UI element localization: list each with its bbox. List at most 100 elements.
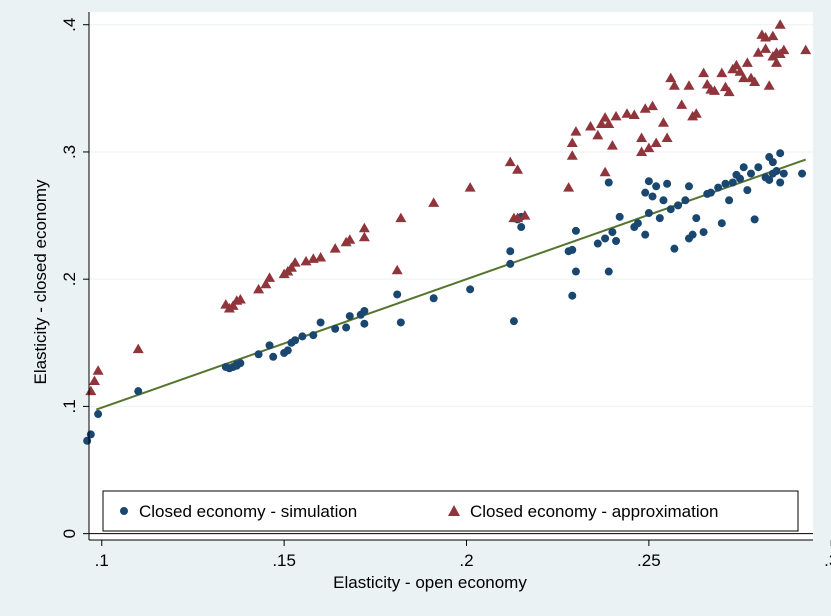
x-axis-title: Elasticity - open economy <box>333 573 527 592</box>
point-simulation <box>633 219 642 228</box>
legend: Closed economy - simulation Closed econo… <box>102 490 799 532</box>
point-approximation <box>778 44 790 55</box>
point-simulation <box>688 230 697 239</box>
point-approximation <box>657 117 669 127</box>
legend-label-approximation: Closed economy - approximation <box>470 502 719 521</box>
point-simulation <box>717 219 726 228</box>
data-points <box>83 19 812 445</box>
point-approximation <box>253 283 265 294</box>
legend-box <box>102 490 799 532</box>
point-approximation <box>85 385 97 396</box>
point-approximation <box>752 47 764 57</box>
point-simulation <box>663 179 672 188</box>
point-simulation <box>604 178 613 187</box>
point-simulation <box>728 178 737 187</box>
y-tick-label: .2 <box>60 272 79 286</box>
point-simulation <box>684 182 693 191</box>
point-simulation <box>776 178 785 187</box>
plot-area <box>89 12 813 540</box>
point-approximation <box>730 59 742 70</box>
point-simulation <box>754 163 763 172</box>
point-simulation <box>714 183 723 192</box>
point-approximation <box>570 126 582 136</box>
point-simulation <box>571 226 580 235</box>
series-simulation <box>83 149 807 445</box>
point-approximation <box>800 44 812 55</box>
point-approximation <box>227 300 239 310</box>
point-simulation <box>725 196 734 205</box>
point-approximation <box>344 234 356 244</box>
point-approximation <box>668 80 680 90</box>
point-approximation <box>749 76 761 86</box>
point-simulation <box>466 285 475 294</box>
point-approximation <box>512 212 524 223</box>
point-approximation <box>603 118 615 128</box>
point-simulation <box>681 196 690 205</box>
point-approximation <box>358 222 370 233</box>
point-simulation <box>360 319 369 328</box>
point-approximation <box>738 72 750 83</box>
point-simulation <box>608 228 617 237</box>
point-simulation <box>648 192 657 201</box>
x-tick-label: .25 <box>637 551 661 570</box>
point-simulation <box>254 350 263 359</box>
legend-label-simulation: Closed economy - simulation <box>139 502 357 521</box>
point-simulation <box>652 182 661 191</box>
point-approximation <box>260 278 272 289</box>
x-tick-label: .1 <box>95 551 109 570</box>
point-approximation <box>585 121 597 131</box>
point-simulation <box>736 174 745 183</box>
x-axis-ticks: .1 .15 .2 .25 .3 <box>95 540 831 570</box>
point-approximation <box>464 182 476 192</box>
point-simulation <box>604 267 613 276</box>
point-approximation <box>566 150 578 160</box>
point-approximation <box>716 67 728 78</box>
point-simulation <box>94 410 103 419</box>
point-simulation <box>517 223 526 232</box>
point-simulation <box>739 163 748 172</box>
point-approximation <box>771 57 783 67</box>
point-simulation <box>283 346 292 355</box>
point-simulation <box>331 324 340 333</box>
point-simulation <box>699 228 708 237</box>
point-approximation <box>88 375 100 385</box>
point-simulation <box>768 158 777 167</box>
gridlines <box>89 24 813 407</box>
point-simulation <box>593 239 602 248</box>
point-approximation <box>698 67 710 78</box>
point-approximation <box>639 103 651 113</box>
point-approximation <box>723 86 735 97</box>
point-approximation <box>690 108 702 118</box>
point-simulation <box>309 331 318 340</box>
point-simulation <box>86 430 95 439</box>
point-simulation <box>601 234 610 243</box>
point-approximation <box>683 80 695 90</box>
point-approximation <box>665 72 677 83</box>
point-simulation <box>692 214 701 223</box>
point-simulation <box>506 247 515 256</box>
point-simulation <box>655 214 664 223</box>
y-tick-label: .4 <box>60 18 79 32</box>
point-approximation <box>315 252 327 262</box>
point-approximation <box>763 80 775 90</box>
x-tick-label: .3 <box>824 551 831 570</box>
point-simulation <box>269 352 278 361</box>
point-approximation <box>329 243 341 253</box>
y-tick-label: .3 <box>60 145 79 159</box>
point-simulation <box>659 196 668 205</box>
point-approximation <box>599 112 611 122</box>
point-simulation <box>746 169 755 178</box>
point-approximation <box>512 164 524 174</box>
x-tick-label: .2 <box>459 551 473 570</box>
point-simulation <box>291 336 300 345</box>
point-simulation <box>666 205 675 214</box>
point-simulation <box>670 244 679 253</box>
point-simulation <box>743 186 752 195</box>
point-approximation <box>628 109 640 120</box>
point-simulation <box>798 169 807 178</box>
point-approximation <box>391 264 403 275</box>
point-simulation <box>134 387 143 396</box>
point-approximation <box>595 118 607 128</box>
point-simulation <box>506 259 515 268</box>
